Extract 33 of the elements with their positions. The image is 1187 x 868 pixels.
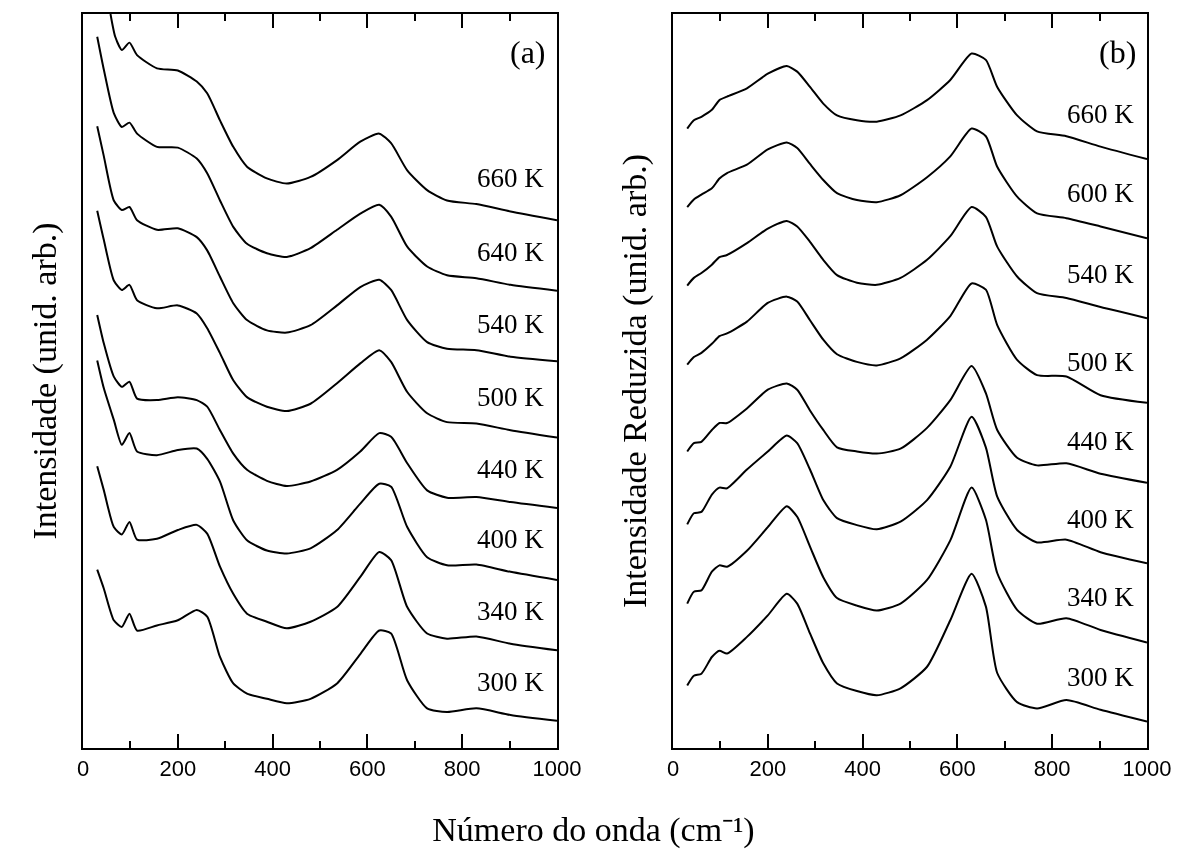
- series-label: 440 K: [1067, 426, 1135, 456]
- series-label: 400 K: [1067, 504, 1135, 534]
- x-tick-label: 1000: [532, 756, 582, 782]
- x-tick-label: 0: [666, 756, 680, 782]
- series-label: 340 K: [477, 596, 545, 626]
- x-tick-label: 1000: [1122, 756, 1172, 782]
- series-label: 500 K: [1067, 347, 1135, 377]
- series-label: 440 K: [477, 454, 545, 484]
- series-label: 300 K: [477, 667, 545, 697]
- x-tick-label: 200: [159, 756, 197, 782]
- x-tick-label: 200: [749, 756, 787, 782]
- x-tick-label: 800: [443, 756, 481, 782]
- x-tick-label: 800: [1033, 756, 1071, 782]
- x-tick-label: 600: [939, 756, 976, 782]
- annotation: (a): [510, 34, 546, 70]
- series-label: 660 K: [477, 163, 545, 193]
- series-label: 540 K: [1067, 259, 1135, 289]
- x-tick-label: 400: [844, 756, 881, 782]
- x-axis-title: Número do onda (cm⁻¹): [431, 810, 756, 850]
- series-label: 400 K: [477, 524, 545, 554]
- series-label: 600 K: [1067, 178, 1135, 208]
- x-tick-label: 600: [349, 756, 386, 782]
- y-axis-title: Intensidade Reduzida (unid. arb.): [616, 153, 655, 609]
- series-label: 300 K: [1067, 662, 1135, 692]
- x-tick-label: 0: [76, 756, 90, 782]
- series-label: 540 K: [477, 309, 545, 339]
- series-label: 500 K: [477, 382, 545, 412]
- x-tick-label: 400: [254, 756, 291, 782]
- series-label: 340 K: [1067, 582, 1135, 612]
- series-label: 660 K: [1067, 99, 1135, 129]
- y-axis-title: Intensidade (unid. arb.): [26, 222, 65, 540]
- annotation: (b): [1099, 34, 1137, 70]
- series-label: 640 K: [477, 237, 545, 267]
